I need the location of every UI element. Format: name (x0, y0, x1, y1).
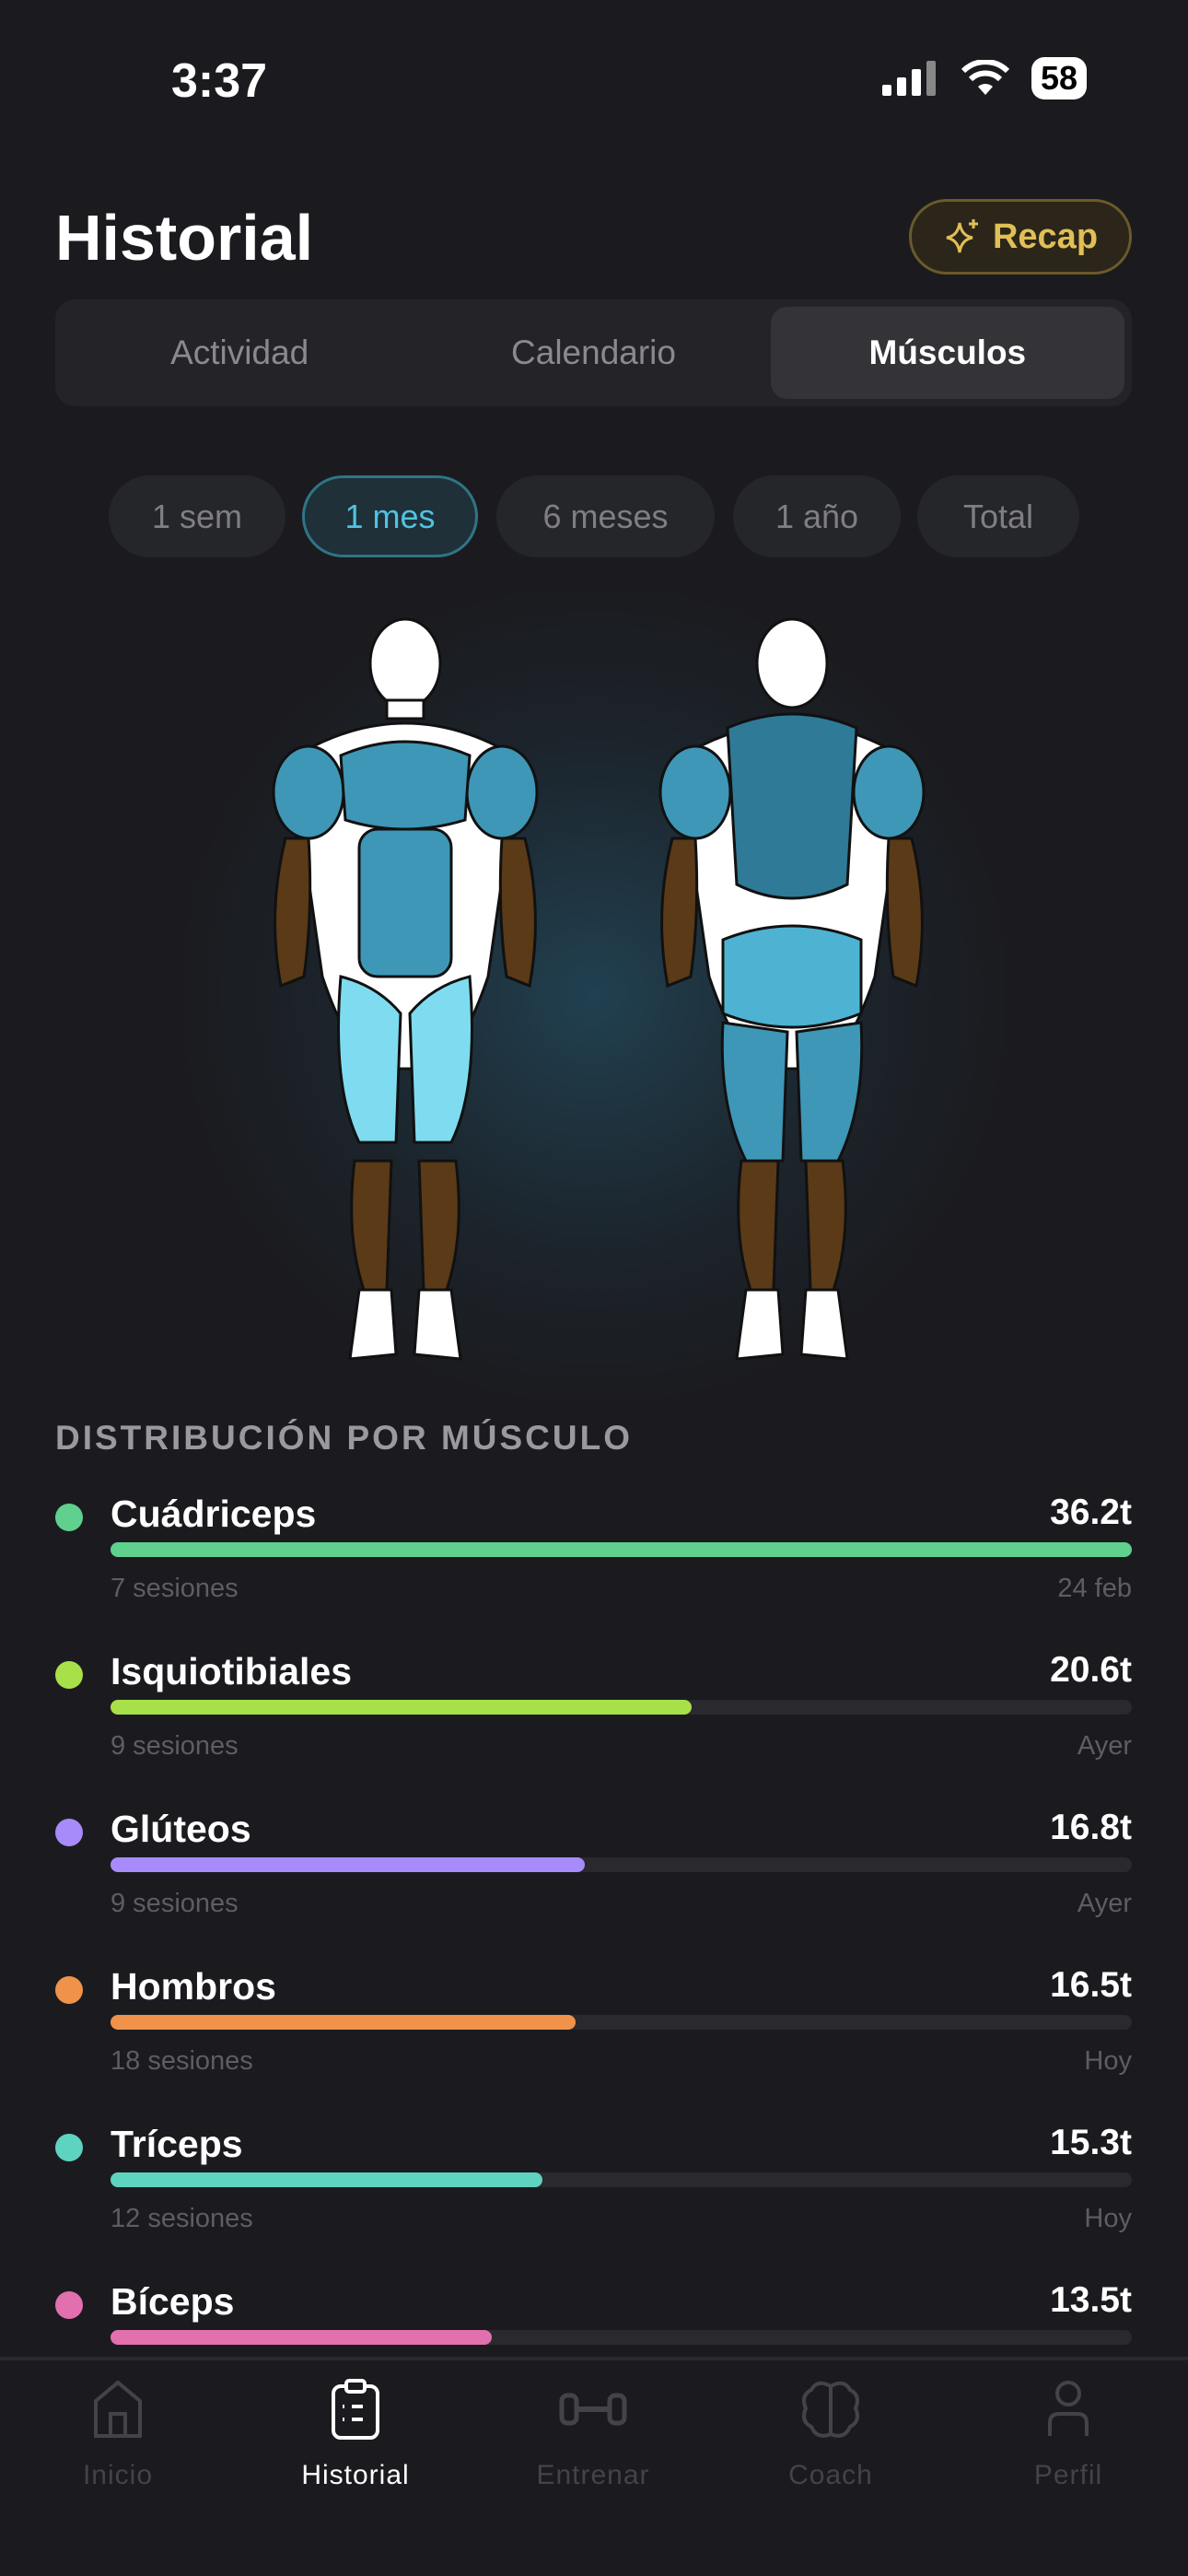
muscle-row[interactable]: Cuádriceps 36.2t 7 sesiones 24 feb (55, 1485, 1132, 1643)
volume-bar-track (111, 1542, 1132, 1557)
volume-bar-fill (111, 1542, 1132, 1557)
segment-actividad[interactable]: Actividad (170, 334, 309, 371)
muscle-name: Glúteos (111, 1808, 251, 1850)
muscle-row[interactable]: Isquiotibiales 20.6t 9 sesiones Ayer (55, 1643, 1132, 1800)
tab-historial[interactable]: Historial (263, 2379, 448, 2491)
view-segmented-control: Actividad Calendario Músculos (55, 299, 1132, 406)
wifi-icon (961, 60, 1010, 95)
volume-bar-fill (111, 1857, 585, 1872)
status-time: 3:37 (171, 54, 268, 108)
muscle-color-dot (55, 1504, 83, 1531)
muscle-volume: 20.6t (1050, 1650, 1132, 1690)
volume-bar-track (111, 2330, 1132, 2345)
tab-perfil[interactable]: Perfil (976, 2379, 1160, 2491)
muscle-row[interactable]: Tríceps 15.3t 12 sesiones Hoy (55, 2115, 1132, 2273)
tab-bar: Inicio Historial Entrenar Coach Perfil (0, 2357, 1188, 2576)
battery-indicator: 58 (1031, 57, 1087, 100)
period-6-meses[interactable]: 6 meses (496, 475, 715, 557)
period-1-mes[interactable]: 1 mes (302, 475, 478, 557)
muscle-last-date: 24 feb (1057, 1574, 1132, 1603)
muscle-sessions: 9 sesiones (111, 1889, 239, 1918)
page-title: Historial (55, 202, 314, 274)
volume-bar-fill (111, 2015, 577, 2030)
muscle-last-date: Ayer (1077, 1731, 1132, 1761)
body-map-back (658, 617, 926, 1361)
body-map-front (272, 617, 539, 1361)
muscle-row[interactable]: Hombros 16.5t 18 sesiones Hoy (55, 1958, 1132, 2115)
muscle-sessions: 7 sesiones (111, 1574, 239, 1603)
muscle-volume: 16.8t (1050, 1808, 1132, 1847)
recap-label: Recap (992, 217, 1099, 256)
muscle-name: Bíceps (111, 2280, 235, 2323)
distribution-heading: DISTRIBUCIÓN POR MÚSCULO (55, 1419, 633, 1457)
muscle-volume: 13.5t (1050, 2280, 1132, 2320)
volume-bar-track (111, 2172, 1132, 2187)
muscle-volume: 15.3t (1050, 2123, 1132, 2162)
period-1-sem[interactable]: 1 sem (109, 475, 285, 557)
muscle-name: Isquiotibiales (111, 1650, 352, 1692)
signal-icon (881, 61, 936, 96)
muscle-sessions: 9 sesiones (111, 1731, 239, 1761)
muscle-volume: 36.2t (1050, 1493, 1132, 1532)
tab-entrenar[interactable]: Entrenar (501, 2379, 685, 2491)
muscle-row[interactable]: Glúteos 16.8t 9 sesiones Ayer (55, 1800, 1132, 1958)
volume-bar-track (111, 1700, 1132, 1715)
muscle-name: Cuádriceps (111, 1493, 317, 1535)
brain-icon (802, 2381, 859, 2438)
clipboard-icon (332, 2379, 379, 2440)
home-icon (94, 2380, 142, 2438)
muscle-sessions: 18 sesiones (111, 2046, 253, 2076)
period-1-ano[interactable]: 1 año (733, 475, 901, 557)
sparkles-icon (946, 219, 978, 253)
muscle-color-dot (55, 1819, 83, 1846)
muscle-last-date: Hoy (1084, 2204, 1132, 2233)
recap-button[interactable]: Recap (909, 199, 1132, 275)
muscle-sessions: 12 sesiones (111, 2204, 253, 2233)
segment-calendario[interactable]: Calendario (511, 334, 676, 371)
dumbbell-icon (559, 2393, 627, 2426)
muscle-color-dot (55, 1976, 83, 2004)
muscle-last-date: Ayer (1077, 1889, 1132, 1918)
volume-bar-fill (111, 1700, 693, 1715)
muscle-name: Hombros (111, 1965, 276, 2008)
volume-bar-track (111, 1857, 1132, 1872)
muscle-color-dot (55, 2291, 83, 2319)
muscle-name: Tríceps (111, 2123, 243, 2165)
volume-bar-fill (111, 2172, 542, 2187)
volume-bar-track (111, 2015, 1132, 2030)
muscle-color-dot (55, 1661, 83, 1689)
person-icon (1048, 2381, 1089, 2436)
tab-coach[interactable]: Coach (739, 2379, 923, 2491)
muscle-color-dot (55, 2134, 83, 2161)
muscle-volume: 16.5t (1050, 1965, 1132, 2005)
period-total[interactable]: Total (917, 475, 1079, 557)
status-icons: 58 (881, 57, 1087, 100)
tab-inicio[interactable]: Inicio (26, 2379, 210, 2491)
segment-musculos[interactable]: Músculos (770, 307, 1124, 399)
muscle-row[interactable]: Bíceps 13.5t (55, 2273, 1132, 2430)
muscle-last-date: Hoy (1084, 2046, 1132, 2076)
volume-bar-fill (111, 2330, 492, 2345)
